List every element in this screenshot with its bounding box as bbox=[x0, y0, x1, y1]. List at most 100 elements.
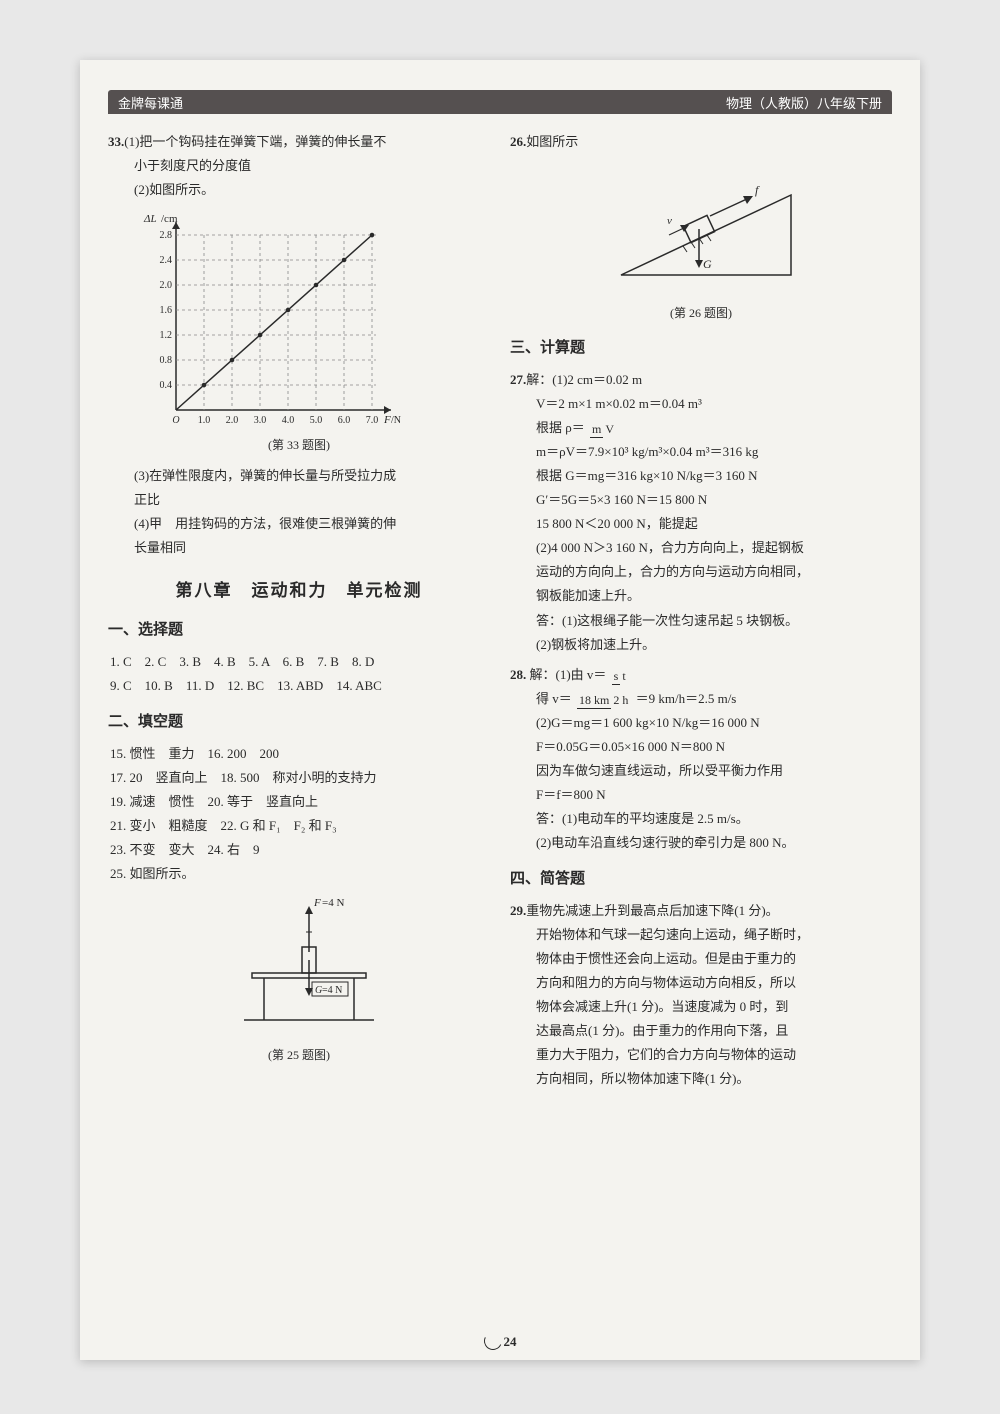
fill-21: 21. 变小 粗糙度 22. G 和 F₁ F₂ 和 F₃ bbox=[108, 814, 490, 838]
q29-l8: 方向相同，所以物体加速下降(1 分)。 bbox=[510, 1067, 892, 1091]
q28-l4: F＝0.05G＝0.05×16 000 N＝800 N bbox=[510, 735, 892, 759]
fig26-title: (第 26 题图) bbox=[510, 302, 892, 324]
q27-l6: G′＝5G＝5×3 160 N＝15 800 N bbox=[510, 488, 892, 512]
section-4: 四、简答题 bbox=[510, 865, 892, 893]
q27-l5: 根据 G＝mg＝316 kg×10 N/kg＝3 160 N bbox=[510, 464, 892, 488]
q29-l7: 重力大于阻力，它们的合力方向与物体的运动 bbox=[510, 1043, 892, 1067]
ans-row1: 1. C 2. C 3. B 4. B 5. A 6. B 7. B 8. D bbox=[108, 650, 490, 674]
svg-text:1.6: 1.6 bbox=[160, 305, 173, 316]
q33-p3a: (3)在弹性限度内，弹簧的伸长量与所受拉力成 bbox=[108, 464, 490, 488]
q33-p4b: 长量相同 bbox=[108, 536, 490, 560]
q26-num: 26. bbox=[510, 134, 526, 149]
svg-text:3.0: 3.0 bbox=[254, 415, 267, 426]
svg-text:F: F bbox=[313, 897, 321, 909]
q29-l3: 物体由于惯性还会向上运动。但是由于重力的 bbox=[510, 947, 892, 971]
svg-text:G: G bbox=[703, 257, 712, 271]
section-3: 三、计算题 bbox=[510, 334, 892, 362]
q33-p2: (2)如图所示。 bbox=[108, 178, 490, 202]
q27-l4: m＝ρV＝7.9×10³ kg/m³×0.04 m³＝316 kg bbox=[510, 440, 892, 464]
svg-text:/N: /N bbox=[391, 415, 401, 426]
q29-l1: 重物先减速上升到最高点后加速下降(1 分)。 bbox=[526, 903, 778, 918]
q33-p1: (1)把一个钩码挂在弹簧下端，弹簧的伸长量不 bbox=[124, 134, 386, 149]
q29-l2: 开始物体和气球一起匀速向上运动，绳子断时， bbox=[510, 923, 892, 947]
q33-p4a: (4)甲 用挂钩码的方法，很难使三根弹簧的伸 bbox=[108, 512, 490, 536]
q28-block: 28. 解：(1)由 v＝ st 得 v＝ 18 km2 h ＝9 km/h＝2… bbox=[510, 663, 892, 855]
fig26: f v G (第 26 题图) bbox=[510, 160, 892, 324]
q27-l2: V＝2 m×1 m×0.02 m＝0.04 m³ bbox=[510, 392, 892, 416]
frac-18-2: 18 km2 h bbox=[577, 694, 630, 706]
q33-block: 33.(1)把一个钩码挂在弹簧下端，弹簧的伸长量不 小于刻度尺的分度值 (2)如… bbox=[108, 130, 490, 561]
page-number: 24 bbox=[504, 1334, 517, 1349]
svg-text:=4 N: =4 N bbox=[322, 985, 342, 996]
header-right: 物理（人教版）八年级下册 bbox=[726, 93, 882, 112]
svg-text:F: F bbox=[383, 414, 391, 426]
svg-text:v: v bbox=[667, 215, 672, 227]
q29-block: 29.重物先减速上升到最高点后加速下降(1 分)。 开始物体和气球一起匀速向上运… bbox=[510, 899, 892, 1091]
fill-19: 19. 减速 惯性 20. 等于 竖直向上 bbox=[108, 790, 490, 814]
frac-st: st bbox=[612, 670, 628, 682]
q29-l5: 物体会减速上升(1 分)。当速度减为 0 时，到 bbox=[510, 995, 892, 1019]
q29-l6: 达最高点(1 分)。由于重力的作用向下落，且 bbox=[510, 1019, 892, 1043]
svg-text:1.2: 1.2 bbox=[160, 330, 173, 341]
q27-l12: (2)钢板将加速上升。 bbox=[510, 633, 892, 657]
q28-l6: F＝f＝800 N bbox=[510, 783, 892, 807]
header-left: 金牌每课通 bbox=[118, 93, 183, 112]
q26-text: 如图所示 bbox=[526, 134, 578, 149]
q33-p3b: 正比 bbox=[108, 488, 490, 512]
svg-text:0.4: 0.4 bbox=[160, 380, 173, 391]
svg-text:2.4: 2.4 bbox=[160, 255, 173, 266]
q28-l7: 答：(1)电动车的平均速度是 2.5 m/s。 bbox=[510, 807, 892, 831]
fill-17: 17. 20 竖直向上 18. 500 称对小明的支持力 bbox=[108, 766, 490, 790]
right-column: 26.如图所示 f bbox=[510, 130, 892, 1091]
q29-l4: 方向和阻力的方向与物体运动方向相反，所以 bbox=[510, 971, 892, 995]
q33-graph: ΔL/cm bbox=[136, 210, 490, 430]
fill-23: 23. 不变 变大 24. 右 9 bbox=[108, 838, 490, 862]
svg-text:5.0: 5.0 bbox=[310, 415, 323, 426]
page: 金牌每课通 物理（人教版）八年级下册 33.(1)把一个钩码挂在弹簧下端，弹簧的… bbox=[80, 60, 920, 1360]
q28-l8: (2)电动车沿直线匀速行驶的牵引力是 800 N。 bbox=[510, 831, 892, 855]
fill-15: 15. 惯性 重力 16. 200 200 bbox=[108, 742, 490, 766]
q28-num: 28. bbox=[510, 667, 526, 682]
svg-text:=4 N: =4 N bbox=[322, 897, 344, 909]
header-bar: 金牌每课通 物理（人教版）八年级下册 bbox=[108, 90, 892, 114]
q26-block: 26.如图所示 f bbox=[510, 130, 892, 324]
q28-l3: (2)G＝mg＝1 600 kg×10 N/kg＝16 000 N bbox=[510, 711, 892, 735]
q27-l9: 运动的方向向上，合力的方向与运动方向相同， bbox=[510, 560, 892, 584]
q29-num: 29. bbox=[510, 903, 526, 918]
chapter-title: 第八章 运动和力 单元检测 bbox=[108, 575, 490, 606]
svg-text:ΔL: ΔL bbox=[143, 213, 157, 225]
footer-arc-icon bbox=[481, 1329, 504, 1352]
section-1: 一、选择题 bbox=[108, 616, 490, 644]
q33-num: 33. bbox=[108, 134, 124, 149]
page-footer: 24 bbox=[80, 1332, 920, 1350]
svg-text:2.8: 2.8 bbox=[160, 230, 173, 241]
q28-l1: 解：(1)由 v＝ st bbox=[530, 667, 630, 682]
q28-l2: 得 v＝ 18 km2 h ＝9 km/h＝2.5 m/s bbox=[510, 687, 892, 711]
svg-text:2.0: 2.0 bbox=[226, 415, 239, 426]
ans-row2: 9. C 10. B 11. D 12. BC 13. ABD 14. ABC bbox=[108, 674, 490, 698]
q27-l8: (2)4 000 N＞3 160 N，合力方向向上，提起钢板 bbox=[510, 536, 892, 560]
frac-mV: mV bbox=[590, 423, 616, 435]
fig25-title: (第 25 题图) bbox=[108, 1044, 490, 1066]
left-column: 33.(1)把一个钩码挂在弹簧下端，弹簧的伸长量不 小于刻度尺的分度值 (2)如… bbox=[108, 130, 490, 1091]
fig25: F=4 N G=4 N bbox=[108, 892, 490, 1066]
q33-p1b: 小于刻度尺的分度值 bbox=[108, 154, 490, 178]
two-columns: 33.(1)把一个钩码挂在弹簧下端，弹簧的伸长量不 小于刻度尺的分度值 (2)如… bbox=[108, 130, 892, 1091]
svg-text:O: O bbox=[172, 415, 179, 426]
q27-block: 27.解：(1)2 cm＝0.02 m V＝2 m×1 m×0.02 m＝0.0… bbox=[510, 368, 892, 657]
q27-l10: 钢板能加速上升。 bbox=[510, 584, 892, 608]
q27-l11: 答：(1)这根绳子能一次性匀速吊起 5 块钢板。 bbox=[510, 609, 892, 633]
q27-l7: 15 800 N＜20 000 N，能提起 bbox=[510, 512, 892, 536]
svg-text:0.8: 0.8 bbox=[160, 355, 173, 366]
svg-text:f: f bbox=[755, 183, 760, 197]
fill-25: 25. 如图所示。 bbox=[108, 862, 490, 886]
q27-l3: 根据 ρ＝ mV bbox=[510, 416, 892, 440]
svg-text:4.0: 4.0 bbox=[282, 415, 295, 426]
svg-text:1.0: 1.0 bbox=[198, 415, 211, 426]
q27-l1: 解：(1)2 cm＝0.02 m bbox=[526, 372, 642, 387]
svg-text:2.0: 2.0 bbox=[160, 280, 173, 291]
q28-l5: 因为车做匀速直线运动，所以受平衡力作用 bbox=[510, 759, 892, 783]
q33-graph-title: (第 33 题图) bbox=[108, 434, 490, 456]
section-2: 二、填空题 bbox=[108, 708, 490, 736]
q27-num: 27. bbox=[510, 372, 526, 387]
